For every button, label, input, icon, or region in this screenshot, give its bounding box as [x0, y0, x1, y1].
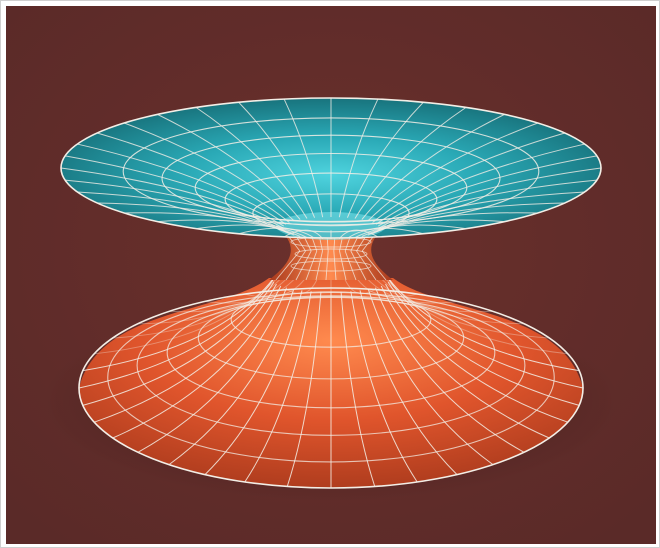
wormhole-illustration	[6, 6, 656, 544]
top-funnel	[61, 98, 601, 240]
